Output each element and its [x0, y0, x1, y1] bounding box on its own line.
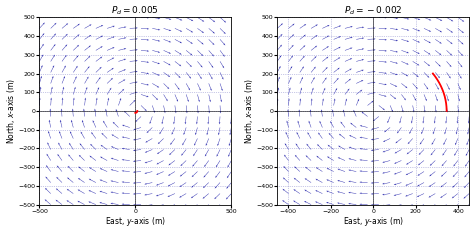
X-axis label: East, $y$-axis (m): East, $y$-axis (m): [343, 215, 404, 228]
X-axis label: East, $y$-axis (m): East, $y$-axis (m): [105, 215, 166, 228]
Title: $P_d = -0.002$: $P_d = -0.002$: [344, 5, 402, 17]
Y-axis label: North, $x$-axis (m): North, $x$-axis (m): [243, 78, 255, 144]
Title: $P_d = 0.005$: $P_d = 0.005$: [111, 5, 159, 17]
Y-axis label: North, $x$-axis (m): North, $x$-axis (m): [5, 78, 17, 144]
